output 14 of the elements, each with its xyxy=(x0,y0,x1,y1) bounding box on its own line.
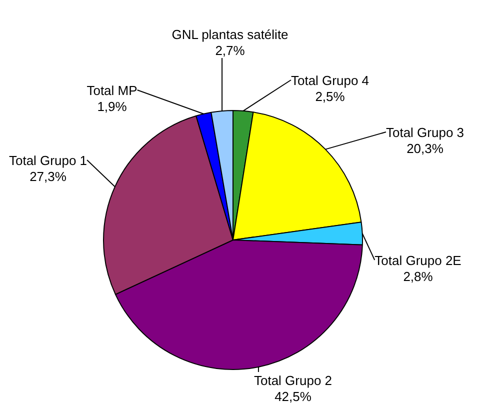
data-label: 2,7% xyxy=(215,43,246,58)
data-label: 27,3% xyxy=(30,169,67,184)
slice-label: Total Grupo 2 xyxy=(254,373,332,388)
slice-label: Total MP xyxy=(86,83,138,98)
data-label: 2,8% xyxy=(403,269,434,284)
slice-label: GNL plantas satélite xyxy=(172,27,288,42)
slice-label: Total Grupo 3 xyxy=(386,125,464,140)
slice-label: Total Grupo 2E xyxy=(374,253,462,268)
slice-label: Total Grupo 1 xyxy=(8,153,88,168)
slice-label: Total Grupo 4 xyxy=(290,73,370,88)
data-label: 2,5% xyxy=(315,89,346,104)
data-label: 42,5% xyxy=(274,389,312,404)
data-label: 20,3% xyxy=(406,141,444,156)
data-label: 1,9% xyxy=(97,99,128,114)
